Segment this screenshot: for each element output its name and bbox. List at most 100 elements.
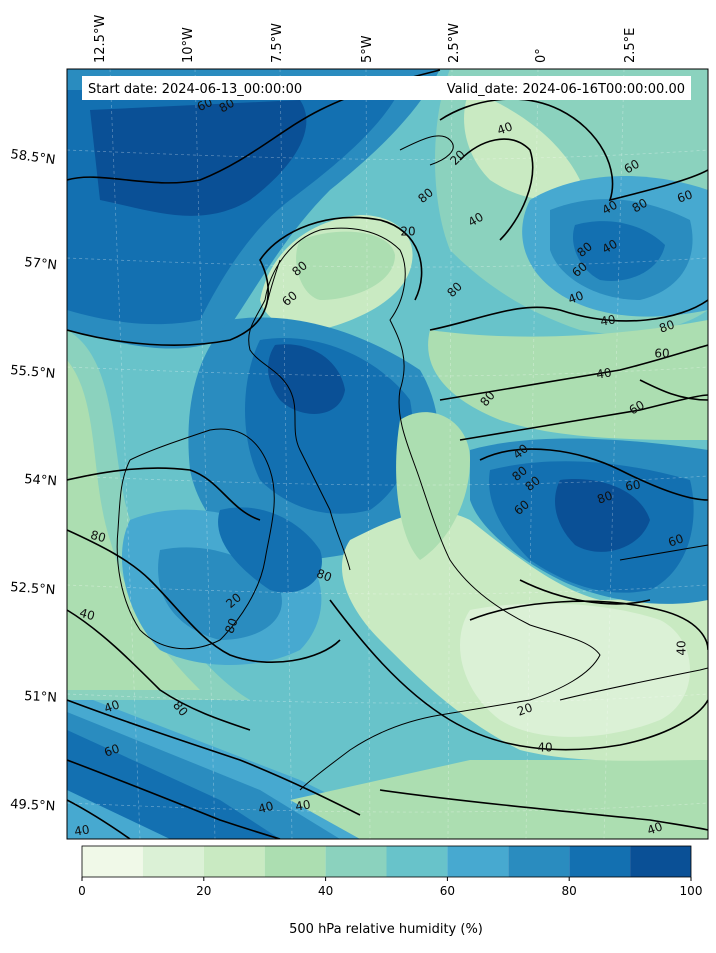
contour-60-east bbox=[479, 448, 708, 501]
colorbar-cell bbox=[82, 846, 143, 877]
lat-label-57n: 57°N bbox=[24, 255, 58, 273]
contour-label: 80 bbox=[595, 488, 614, 506]
graticule bbox=[67, 69, 708, 839]
contour-20-ne bbox=[459, 138, 534, 241]
humidity-field-nw-90 bbox=[90, 100, 307, 216]
contour-label: 80 bbox=[657, 317, 676, 335]
humidity-field-south-edge bbox=[67, 790, 170, 839]
contour-40-channel bbox=[379, 789, 708, 831]
lat-label-49-5n: 49.5°N bbox=[10, 797, 56, 814]
contour-label: 60 bbox=[654, 347, 669, 361]
lon-label-2-5e: 2.5°E bbox=[623, 28, 638, 63]
longitude-labels: 12.5°W 10°W 7.5°W 5°W 2.5°W 0° 2.5°E bbox=[93, 15, 638, 63]
humidity-field-ireland-80 bbox=[218, 507, 322, 593]
humidity-field-west-40 bbox=[67, 360, 200, 690]
colorbar-cell bbox=[264, 846, 326, 877]
contour-60-south bbox=[67, 759, 281, 839]
contour-80-east bbox=[519, 579, 651, 605]
contour-label: 40 bbox=[73, 822, 90, 838]
humidity-field-south-80 bbox=[67, 730, 280, 839]
lon-label-0: 0° bbox=[534, 48, 549, 63]
contour-label: 60 bbox=[627, 398, 647, 418]
lat-label-55-5n: 55.5°N bbox=[10, 363, 56, 382]
contour-label: 20 bbox=[515, 700, 534, 718]
contour-20-england bbox=[329, 599, 708, 751]
contour-40-ns bbox=[439, 344, 708, 401]
contour-60-ns bbox=[429, 299, 708, 331]
colorbar-tick-label: 60 bbox=[440, 884, 455, 898]
contour-label: 60 bbox=[622, 157, 642, 177]
contour-label: 20 bbox=[400, 225, 415, 239]
lon-label-12-5w: 12.5°W bbox=[93, 15, 108, 63]
contour-label: 60 bbox=[102, 741, 121, 759]
colorbar: 0 20 40 60 80 100 500 hPa relative humidity (… bbox=[78, 845, 703, 937]
start-date-label: Start date: 2024-06-13_00:00:00 bbox=[88, 82, 302, 97]
contour-40-west bbox=[67, 467, 261, 521]
contour-40-north-sea-edge bbox=[639, 379, 708, 401]
coastline-hebrides bbox=[267, 259, 281, 301]
contour-label: 40 bbox=[466, 210, 486, 230]
contour-label: 80 bbox=[217, 96, 237, 116]
colorbar-title: 500 hPa relative humidity (%) bbox=[289, 922, 483, 937]
lon-label-2-5w: 2.5°W bbox=[447, 23, 462, 63]
contour-40-south bbox=[67, 699, 361, 816]
humidity-field-east-90 bbox=[555, 479, 650, 552]
contour-label: 80 bbox=[222, 616, 240, 635]
contour-label: 60 bbox=[666, 531, 685, 549]
coastline-great-britain bbox=[264, 227, 601, 791]
contour-label: 40 bbox=[537, 741, 552, 755]
contour-80-south bbox=[67, 799, 131, 839]
colorbar-tick-label: 20 bbox=[196, 884, 211, 898]
humidity-field-ne-80 bbox=[572, 221, 665, 281]
contour-lines bbox=[67, 69, 708, 839]
contour-label: 40 bbox=[566, 288, 585, 306]
colorbar-tick-label: 80 bbox=[562, 884, 577, 898]
colorbar-cell bbox=[386, 846, 448, 877]
coastline-west-britain bbox=[248, 299, 351, 571]
lat-label-52-5n: 52.5°N bbox=[10, 580, 56, 598]
coastlines bbox=[116, 135, 708, 791]
lon-label-5w: 5°W bbox=[360, 35, 375, 63]
lat-label-51n: 51°N bbox=[24, 689, 58, 706]
map-frame bbox=[66, 68, 709, 840]
contour-40-ne bbox=[439, 98, 708, 202]
humidity-field-pennines-40 bbox=[396, 412, 470, 560]
lat-label-54n: 54°N bbox=[24, 472, 58, 489]
contour-40-ns-south bbox=[459, 394, 708, 441]
humidity-field-scotland-40 bbox=[296, 231, 395, 300]
contour-label: 40 bbox=[102, 697, 121, 715]
colorbar-cells bbox=[82, 846, 691, 877]
contour-label: 80 bbox=[630, 196, 650, 216]
contour-label: 40 bbox=[78, 606, 96, 623]
map-area: 60 80 40 20 60 80 40 20 80 60 80 40 60 80 40 80 60 40 40 80… bbox=[67, 69, 708, 839]
valid-date-label: Valid_date: 2024-06-16T00:00:00.00 bbox=[447, 82, 685, 97]
colorbar-cell bbox=[508, 846, 570, 877]
contour-label: 40 bbox=[257, 799, 275, 816]
coastline-france-north bbox=[559, 667, 708, 701]
contour-label: 40 bbox=[599, 312, 616, 328]
humidity-field-channel bbox=[290, 730, 708, 839]
coastline-netherlands bbox=[619, 544, 708, 561]
contour-label: 40 bbox=[495, 119, 514, 137]
contour-label: 40 bbox=[600, 237, 620, 257]
contour-40-scotland bbox=[67, 216, 423, 346]
colorbar-tick-label: 100 bbox=[680, 884, 703, 898]
contour-label: 80 bbox=[89, 528, 107, 545]
lon-label-7-5w: 7.5°W bbox=[270, 23, 285, 63]
colorbar-cell bbox=[447, 846, 509, 877]
contour-label: 40 bbox=[675, 640, 689, 655]
contour-40-ireland-s bbox=[67, 609, 251, 731]
colorbar-cell bbox=[203, 846, 265, 877]
colorbar-cell bbox=[630, 846, 691, 877]
lat-label-58-5n: 58.5°N bbox=[9, 147, 56, 168]
colorbar-tick-label: 40 bbox=[318, 884, 333, 898]
colorbar-cell bbox=[325, 846, 387, 877]
humidity-field-england-10 bbox=[460, 603, 690, 737]
date-info-box bbox=[82, 76, 691, 100]
contour-label: 60 bbox=[624, 477, 641, 493]
coastline-ireland bbox=[116, 428, 275, 650]
contour-label: 40 bbox=[294, 797, 311, 813]
lon-label-10w: 10°W bbox=[181, 27, 196, 63]
